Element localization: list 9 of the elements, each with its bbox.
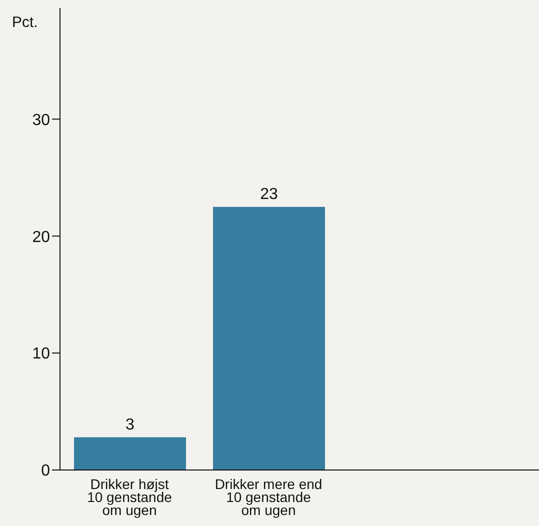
- data-label: 23: [260, 186, 278, 203]
- y-axis-title: Pct.: [12, 14, 38, 31]
- x-tick-label: Drikker højst 10 genstande om ugen: [87, 476, 172, 518]
- y-tick-label: 0: [41, 462, 50, 480]
- x-tick-label: Drikker mere end 10 genstande om ugen: [214, 476, 322, 518]
- y-tick-label: 10: [32, 346, 50, 363]
- data-label: 3: [126, 416, 135, 434]
- y-tick-label: 30: [32, 112, 50, 129]
- y-tick-label: 20: [32, 228, 50, 246]
